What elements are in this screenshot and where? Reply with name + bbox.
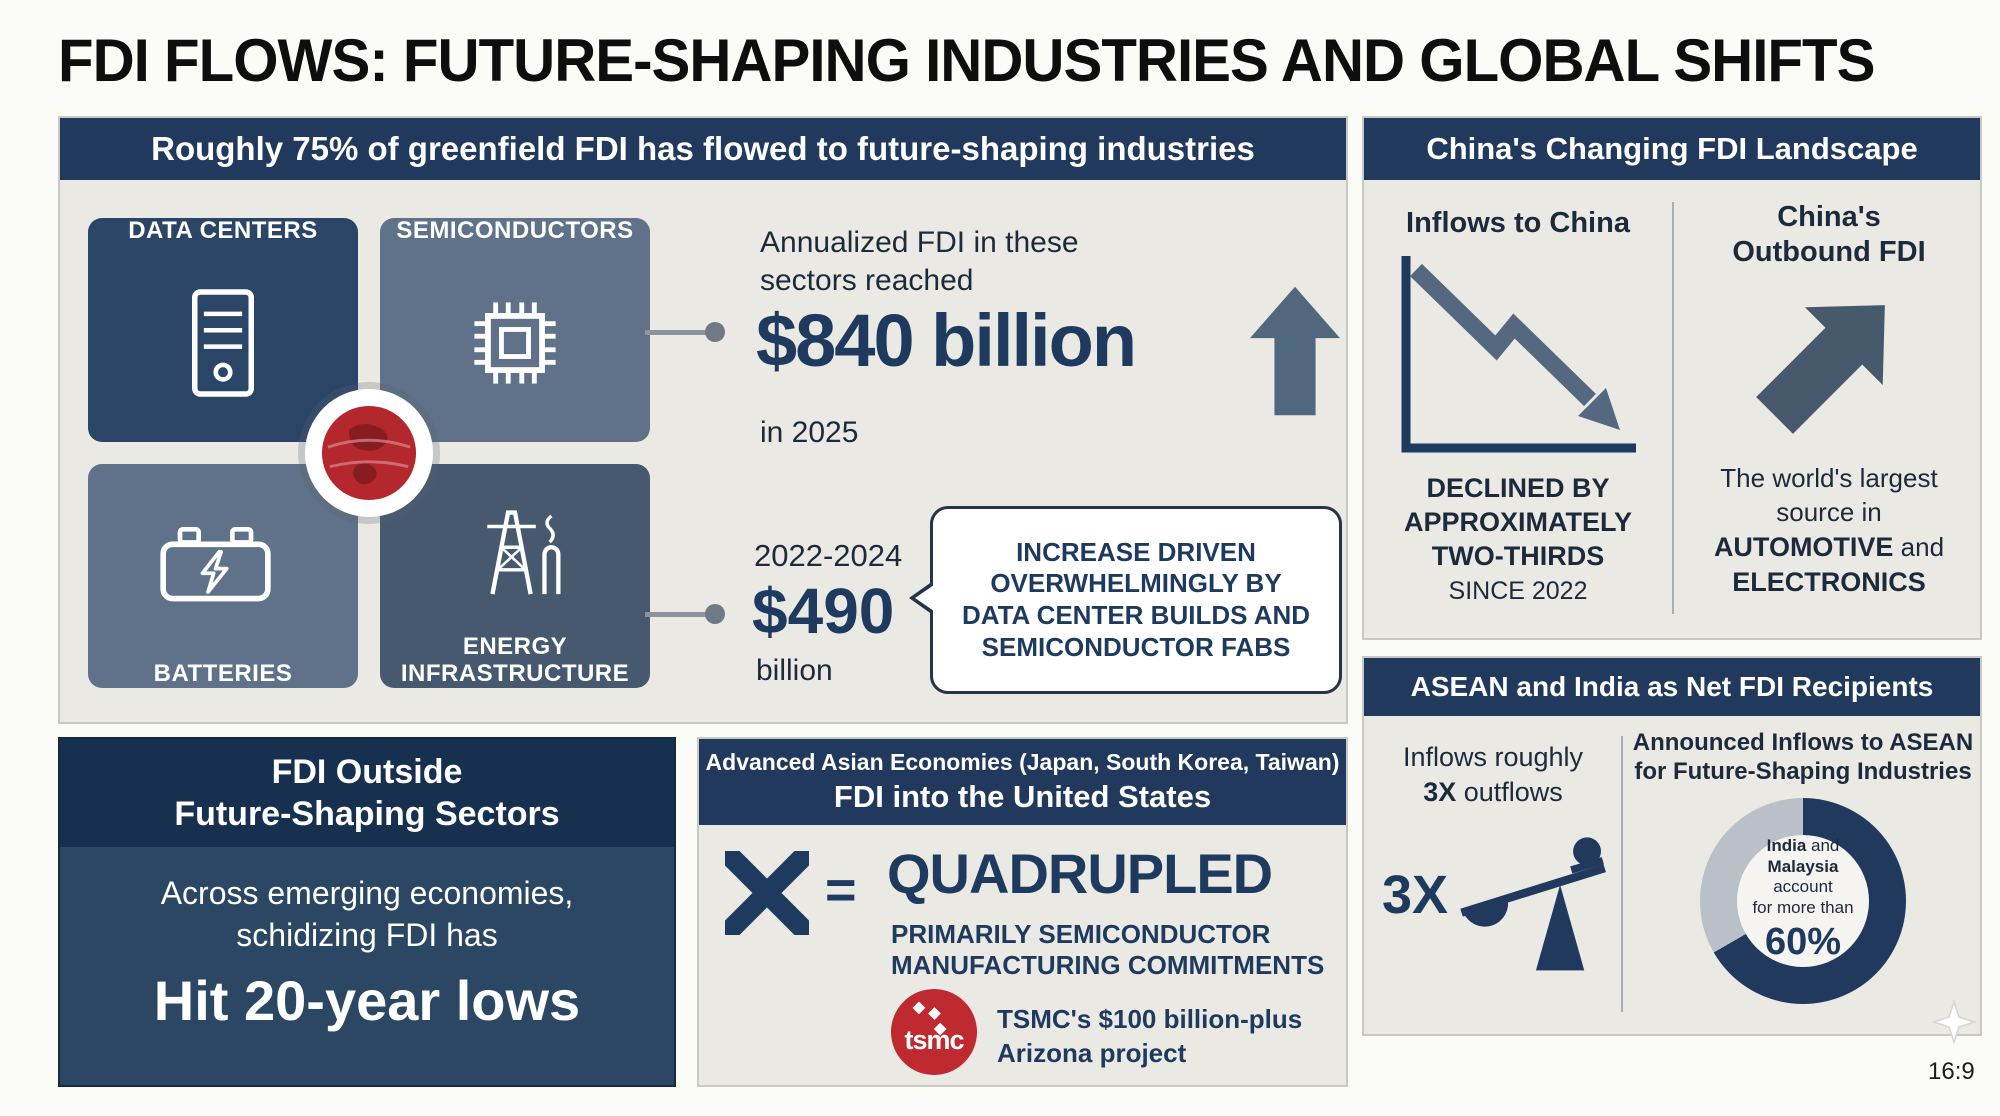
china-panel: China's Changing FDI Landscape Inflows t… (1362, 116, 1982, 640)
battery-bolt-icon (157, 464, 289, 661)
diagonal-up-arrow-icon (1744, 276, 1914, 451)
server-rack-icon (182, 245, 264, 442)
increase-callout-text: INCREASE DRIVEN OVERWHELMINGLY BY DATA C… (961, 536, 1311, 662)
declined-text: DECLINED BY APPROXIMATELY TWO-THIRDS SIN… (1364, 472, 1672, 608)
asean-inflows-column: Inflows roughly 3X outflows 3X (1364, 716, 1622, 1032)
outside-header-line1: FDI Outside (271, 752, 463, 791)
inflow-text: Inflows roughly 3X outflows (1402, 742, 1584, 808)
zigzag-decline-arrow-icon (1392, 250, 1644, 467)
prior-value: $490 (752, 575, 895, 647)
china-header: China's Changing FDI Landscape (1364, 118, 1980, 180)
connector-dot (705, 604, 725, 624)
us-fdi-body: = QUADRUPLED PRIMARILY SEMICONDUCTOR MAN… (699, 825, 1346, 1085)
transmission-tower-icon (463, 464, 567, 634)
outside-body: Across emerging economies, schidizing FD… (60, 847, 674, 1085)
donut-title: Announced Inflows to ASEAN for Future-Sh… (1632, 729, 1974, 786)
tsmc-logo: tsmc (891, 989, 977, 1075)
outside-panel: FDI Outside Future-Shaping Sectors Acros… (58, 737, 676, 1087)
inflows-title: Inflows to China (1406, 207, 1630, 239)
globe-icon (305, 389, 433, 517)
page-title: FDI FLOWS: FUTURE-SHAPING INDUSTRIES AND… (58, 27, 1875, 94)
outbound-desc: The world's largest source in AUTOMOTIVE… (1713, 463, 1945, 597)
greenfield-panel: Roughly 75% of greenfield FDI has flowed… (58, 116, 1348, 724)
block-arrow-up-icon (1250, 286, 1340, 421)
outside-body-line1: Across emerging economies, (160, 875, 574, 911)
connector-line (645, 612, 717, 617)
us-fdi-header: Advanced Asian Economies (Japan, South K… (699, 739, 1346, 825)
annualized-period: in 2025 (760, 416, 859, 449)
us-sub-text: PRIMARILY SEMICONDUCTOR MANUFACTURING CO… (891, 919, 1325, 981)
asean-donut-column: Announced Inflows to ASEAN for Future-Sh… (1622, 716, 1984, 1032)
connector-line (645, 330, 717, 335)
four-point-star-icon (1931, 999, 1977, 1049)
outside-body-line2: schidizing FDI has (236, 916, 498, 953)
vertical-divider (1621, 736, 1623, 1012)
quadrupled-text: QUADRUPLED (887, 842, 1273, 905)
greenfield-body: DATA CENTERS SEMICONDUCTORS (60, 180, 1346, 722)
tsmc-note: TSMC's $100 billion-plus Arizona project (997, 1004, 1303, 1068)
donut-chart: India and Malaysia account for more than… (1700, 798, 1906, 1004)
prior-range: 2022-2024 (754, 538, 903, 573)
tsmc-logo-pattern (927, 1006, 941, 1020)
asean-body: Inflows roughly 3X outflows 3X Ann (1364, 716, 1980, 1032)
donut-center-text: India and Malaysia account for more than… (1737, 835, 1869, 967)
outside-highlight: Hit 20-year lows (153, 969, 581, 1033)
seesaw-scale-icon (1456, 814, 1614, 982)
sector-tile-batteries: BATTERIES (88, 464, 358, 688)
connector-dot (705, 322, 725, 342)
outside-header-line2: Future-Shaping Sectors (174, 795, 560, 833)
donut-center-value: 60% (1764, 920, 1842, 963)
vertical-divider (1672, 202, 1674, 614)
outbound-title: China's Outbound FDI (1732, 201, 1926, 268)
equals-sign: = (825, 860, 857, 920)
sector-tile-energy-infrastructure: ENERGY INFRASTRUCTURE (380, 464, 650, 688)
greenfield-header: Roughly 75% of greenfield FDI has flowed… (60, 118, 1346, 180)
sector-tile-data-centers: DATA CENTERS (88, 218, 358, 442)
sector-label: SEMICONDUCTORS (396, 218, 634, 244)
outside-header: FDI Outside Future-Shaping Sectors (60, 739, 674, 847)
prior-unit: billion (756, 654, 833, 687)
chip-icon (457, 245, 573, 442)
increase-callout: INCREASE DRIVEN OVERWHELMINGLY BY DATA C… (909, 506, 1342, 694)
us-fdi-panel: Advanced Asian Economies (Japan, South K… (697, 737, 1348, 1087)
tsmc-logo-text: tsmc (904, 1024, 964, 1055)
china-outbound-column: China's Outbound FDI The world's largest… (1674, 180, 1984, 636)
annualized-value: $840 billion (756, 299, 1137, 382)
x-mark-icon (715, 841, 819, 945)
ratio-value: 3X (1382, 865, 1449, 925)
us-fdi-header-line2: FDI into the United States (833, 778, 1212, 814)
us-fdi-header-line1: Advanced Asian Economies (Japan, South K… (705, 749, 1340, 776)
sector-label: ENERGY INFRASTRUCTURE (400, 633, 630, 688)
sector-label: BATTERIES (153, 660, 293, 688)
aspect-ratio-label: 16:9 (1928, 1058, 1975, 1085)
sector-tile-semiconductors: SEMICONDUCTORS (380, 218, 650, 442)
asean-panel: ASEAN and India as Net FDI Recipients In… (1362, 656, 1982, 1036)
china-body: Inflows to China DECLINED BY APPROXIMATE… (1364, 180, 1980, 636)
china-inflows-column: Inflows to China DECLINED BY APPROXIMATE… (1364, 180, 1672, 636)
asean-header: ASEAN and India as Net FDI Recipients (1364, 658, 1980, 716)
sector-label: DATA CENTERS (128, 218, 318, 244)
since-text: SINCE 2022 (1448, 577, 1588, 606)
annualized-lead-text: Annualized FDI in these sectors reached (760, 226, 1079, 297)
